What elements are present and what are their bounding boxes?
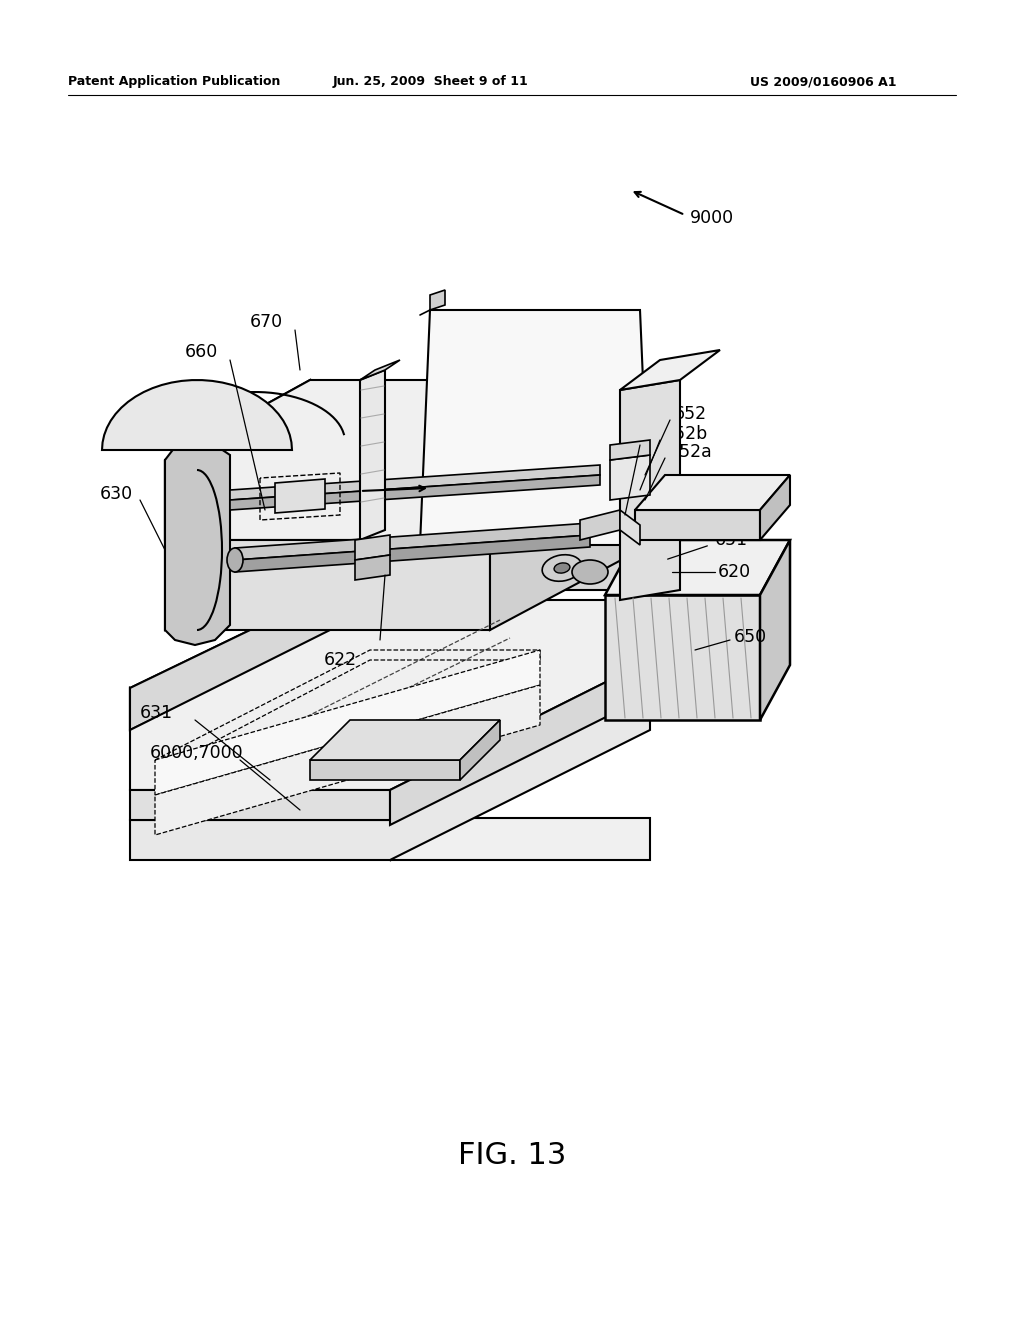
Polygon shape — [420, 310, 650, 545]
Polygon shape — [130, 548, 750, 730]
Polygon shape — [275, 479, 325, 513]
Polygon shape — [610, 440, 650, 459]
Polygon shape — [360, 360, 400, 380]
Polygon shape — [605, 540, 790, 595]
Polygon shape — [130, 601, 650, 789]
Text: 630: 630 — [100, 484, 133, 503]
Text: 620: 620 — [718, 564, 752, 581]
Polygon shape — [234, 523, 590, 560]
Polygon shape — [580, 510, 620, 540]
Polygon shape — [130, 789, 390, 820]
Ellipse shape — [227, 548, 243, 572]
Text: 6000,7000: 6000,7000 — [150, 744, 244, 762]
Text: 622: 622 — [324, 651, 356, 669]
Text: 652a: 652a — [669, 444, 713, 461]
Polygon shape — [310, 760, 460, 780]
Text: Patent Application Publication: Patent Application Publication — [68, 75, 281, 88]
Polygon shape — [620, 380, 680, 601]
Ellipse shape — [572, 560, 608, 583]
Text: 670: 670 — [250, 313, 283, 331]
Polygon shape — [130, 688, 650, 861]
Polygon shape — [360, 370, 385, 540]
Polygon shape — [230, 465, 600, 500]
Text: 650: 650 — [734, 628, 767, 645]
Polygon shape — [155, 649, 540, 795]
Polygon shape — [760, 540, 790, 719]
Ellipse shape — [542, 554, 582, 581]
Polygon shape — [165, 440, 230, 645]
Polygon shape — [102, 380, 292, 450]
Polygon shape — [430, 290, 445, 310]
Polygon shape — [130, 696, 650, 861]
Text: 652: 652 — [674, 405, 708, 422]
Polygon shape — [760, 475, 790, 540]
Text: P: P — [490, 411, 501, 429]
Text: 631: 631 — [140, 704, 173, 722]
Polygon shape — [490, 459, 640, 630]
Polygon shape — [620, 510, 640, 545]
Polygon shape — [460, 719, 500, 780]
Text: 9000: 9000 — [690, 209, 734, 227]
Text: Jun. 25, 2009  Sheet 9 of 11: Jun. 25, 2009 Sheet 9 of 11 — [332, 75, 528, 88]
Polygon shape — [635, 510, 760, 540]
Polygon shape — [130, 688, 390, 861]
Polygon shape — [610, 455, 650, 500]
Text: 652b: 652b — [664, 425, 709, 444]
Ellipse shape — [554, 562, 570, 573]
Polygon shape — [390, 660, 650, 825]
Polygon shape — [355, 535, 390, 560]
Polygon shape — [310, 719, 500, 760]
Polygon shape — [605, 595, 760, 719]
Polygon shape — [165, 459, 490, 630]
Polygon shape — [230, 475, 600, 510]
Polygon shape — [234, 535, 590, 572]
Text: 651: 651 — [715, 531, 749, 549]
Text: 660: 660 — [185, 343, 218, 360]
Polygon shape — [165, 380, 640, 540]
Text: FIG. 13: FIG. 13 — [458, 1140, 566, 1170]
Text: 621: 621 — [645, 429, 678, 447]
Text: US 2009/0160906 A1: US 2009/0160906 A1 — [750, 75, 896, 88]
Polygon shape — [355, 554, 390, 579]
Polygon shape — [155, 685, 540, 836]
Polygon shape — [620, 350, 720, 389]
Polygon shape — [130, 548, 420, 730]
Polygon shape — [165, 380, 310, 630]
Polygon shape — [635, 475, 790, 510]
